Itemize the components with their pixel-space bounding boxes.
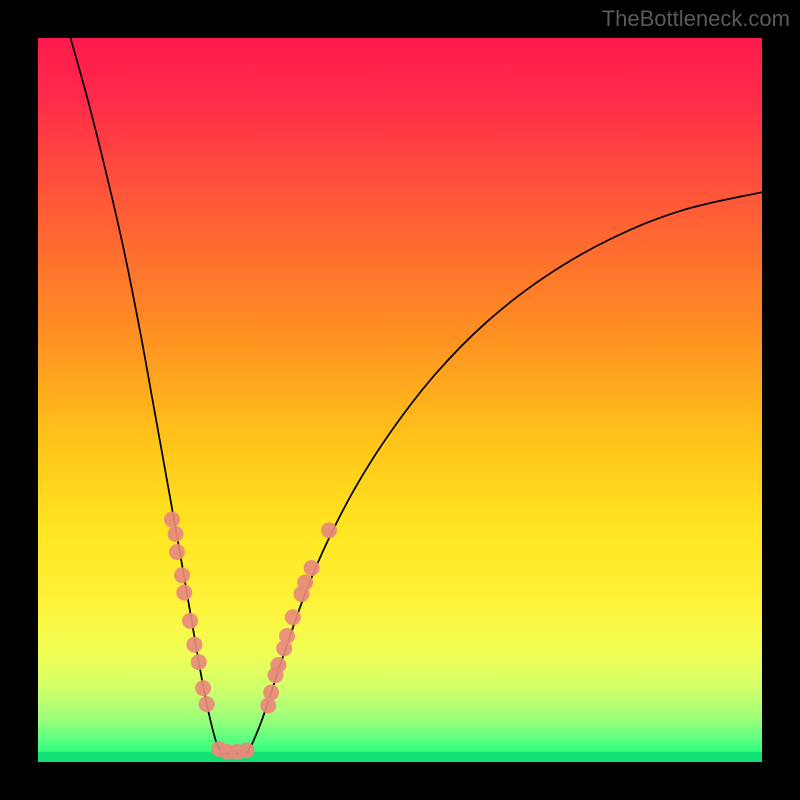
data-marker (168, 526, 184, 542)
data-marker (164, 511, 180, 527)
markers-group (164, 511, 337, 759)
watermark-text: TheBottleneck.com (602, 6, 790, 32)
data-marker (182, 613, 198, 629)
data-marker (199, 696, 215, 712)
data-marker (279, 628, 295, 644)
data-marker (176, 585, 192, 601)
data-marker (304, 560, 320, 576)
data-marker (263, 684, 279, 700)
data-marker (186, 637, 202, 653)
data-marker (297, 574, 313, 590)
data-marker (191, 654, 207, 670)
data-marker (169, 544, 185, 560)
data-marker (270, 657, 286, 673)
plot-area (38, 38, 762, 762)
data-marker (174, 567, 190, 583)
data-marker (285, 609, 301, 625)
data-marker (195, 680, 211, 696)
data-marker (321, 522, 337, 538)
data-marker (239, 742, 255, 758)
bottleneck-curve (71, 38, 762, 753)
curve-layer (38, 38, 762, 762)
